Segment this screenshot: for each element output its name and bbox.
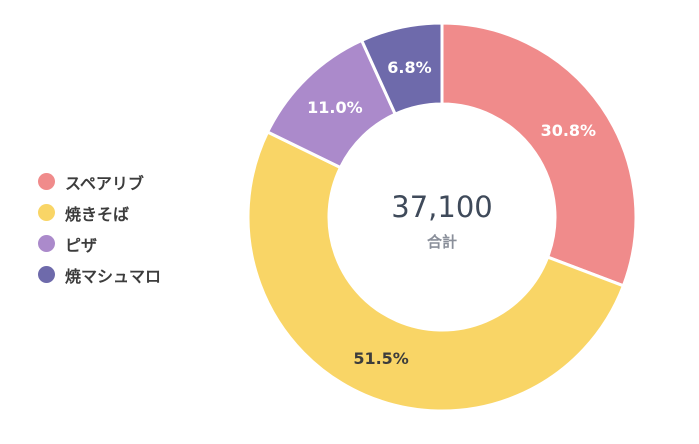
legend-label: スペアリブ — [65, 173, 144, 193]
legend-swatch — [38, 266, 55, 283]
slice-label-2: 51.5% — [353, 349, 409, 368]
legend-label: 焼きそば — [65, 204, 130, 224]
legend-item[interactable]: 焼きそば — [38, 197, 161, 228]
total-value: 37,100 — [391, 190, 492, 224]
slice-label-4: 6.8% — [387, 58, 431, 77]
total-caption: 合計 — [426, 233, 457, 251]
slice-labels: 30.8% 51.5% 11.0% 6.8% — [307, 58, 596, 368]
legend-item[interactable]: ピザ — [38, 228, 161, 259]
slice-label-3: 11.0% — [307, 98, 363, 117]
donut-slices — [246, 21, 638, 413]
legend-swatch — [38, 173, 55, 190]
legend-label: 焼マシュマロ — [65, 266, 162, 286]
slice-4[interactable] — [359, 21, 444, 117]
legend-swatch — [38, 204, 55, 221]
slice-2[interactable] — [246, 129, 626, 413]
slice-1[interactable] — [440, 21, 638, 288]
legend-label: ピザ — [65, 235, 98, 255]
legend-item[interactable]: スペアリブ — [38, 166, 161, 197]
legend: スペアリブ 焼きそば ピザ 焼マシュマロ — [38, 166, 161, 290]
legend-item[interactable]: 焼マシュマロ — [38, 259, 161, 290]
legend-swatch — [38, 235, 55, 252]
slice-label-1: 30.8% — [541, 121, 597, 140]
